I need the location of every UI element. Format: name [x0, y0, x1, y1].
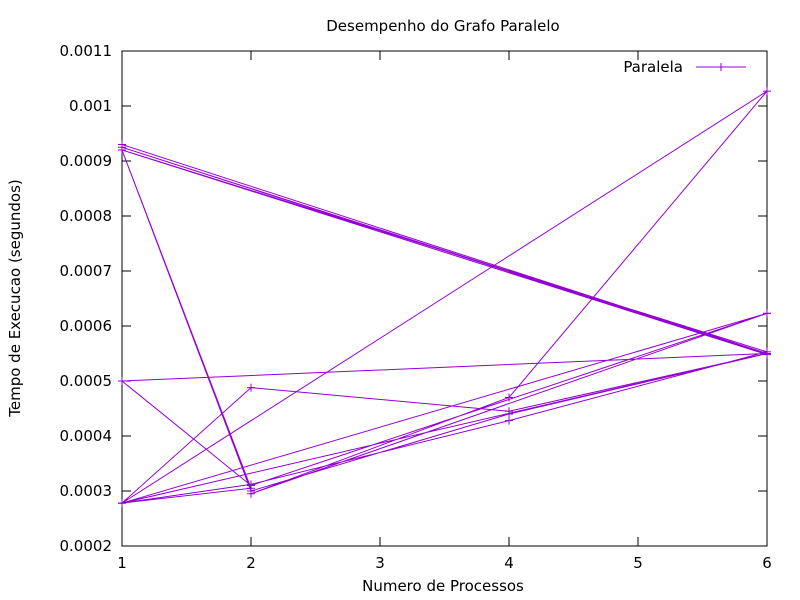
data-point-marker [763, 87, 771, 96]
x-tick-label: 4 [504, 554, 514, 572]
x-tick-label: 3 [375, 554, 385, 572]
data-point-marker [118, 146, 126, 154]
y-tick-label: 0.0007 [60, 262, 113, 280]
data-point-marker [247, 383, 255, 392]
data-point-marker [763, 349, 771, 358]
y-tick-label: 0.0005 [60, 372, 113, 390]
x-tick-label: 6 [762, 554, 772, 572]
data-point-marker [118, 377, 126, 385]
y-axis-label: Tempo de Execucao (segundos) [6, 179, 24, 418]
legend-label: Paralela [623, 58, 683, 76]
data-point-marker [118, 499, 126, 508]
y-tick-label: 0.0008 [60, 207, 113, 225]
y-tick-label: 0.0002 [60, 537, 113, 555]
plot-area: 0.0002 0.0003 0.0004 0.0005 0.0006 0.0007 0.00… [60, 42, 772, 572]
legend-marker [717, 63, 725, 71]
x-axis: 1 2 3 4 5 6 [117, 51, 772, 572]
x-tick-label: 5 [633, 554, 643, 572]
plot-frame [121, 50, 768, 547]
series-line [120, 90, 769, 504]
chart-title: Desempenho do Grafo Paralelo [326, 17, 559, 35]
y-tick-label: 0.0003 [60, 482, 113, 500]
x-axis-label: Numero de Processos [362, 577, 524, 595]
data-point-marker [505, 393, 513, 402]
data-point-marker [505, 410, 513, 418]
data-point-marker [247, 487, 255, 495]
y-tick-label: 0.0009 [60, 152, 113, 170]
y-axis: 0.0002 0.0003 0.0004 0.0005 0.0006 0.0007 0.00… [60, 42, 767, 555]
y-tick-label: 0.001 [69, 97, 112, 115]
legend: Paralela [623, 58, 746, 76]
y-tick-label: 0.0011 [60, 42, 113, 60]
y-tick-label: 0.0004 [60, 427, 113, 445]
y-tick-label: 0.0006 [60, 317, 113, 335]
series-layer [118, 87, 771, 508]
data-point-marker [763, 309, 771, 318]
x-tick-label: 1 [117, 554, 127, 572]
x-tick-label: 2 [246, 554, 256, 572]
